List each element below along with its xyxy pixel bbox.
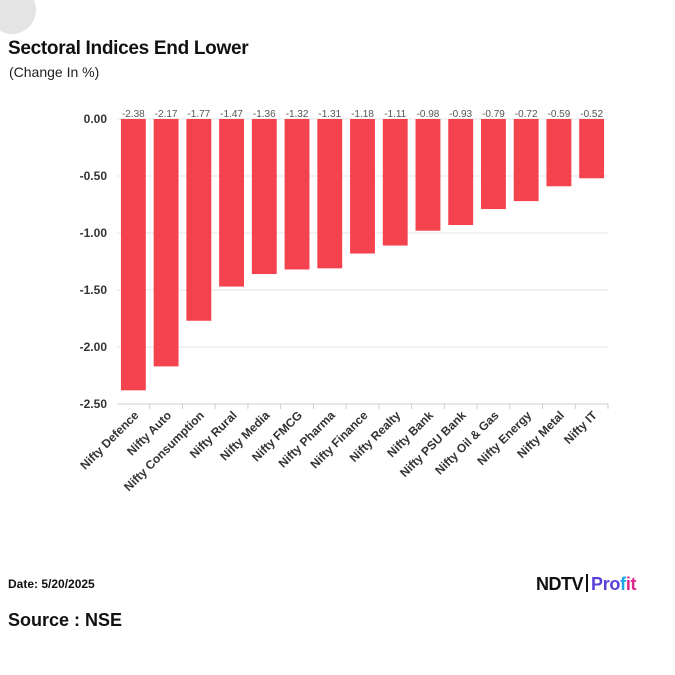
bar (317, 119, 343, 269)
bar (382, 119, 408, 246)
y-tick-label: -2.00 (80, 340, 108, 354)
brand-ndtv: NDTV (536, 574, 584, 594)
data-label: -0.79 (482, 109, 505, 120)
bar (448, 119, 474, 226)
y-tick-label: -1.00 (80, 226, 108, 240)
y-tick-label: -0.50 (80, 169, 108, 183)
data-label: -1.77 (187, 109, 210, 120)
bar (513, 119, 539, 202)
bar (186, 119, 212, 321)
bar-chart: 0.00 -0.50 -1.00 -1.50 -2.00 -2.50 -2.38 Nifty … (77, 109, 609, 494)
bar (579, 119, 605, 179)
brand-separator (586, 574, 588, 592)
chart-subtitle: (Change In %) (9, 64, 100, 80)
bar (219, 119, 245, 287)
y-tick-label: -2.50 (80, 397, 108, 411)
bar (480, 119, 506, 210)
x-tick-label: Nifty IT (561, 408, 600, 447)
ndtv-profit-logo: NDTV Profit (536, 574, 670, 600)
bar (415, 119, 441, 231)
data-label: -0.93 (449, 109, 472, 120)
bar (284, 119, 310, 270)
data-label: -1.36 (253, 109, 276, 120)
y-tick-label: -1.50 (80, 283, 108, 297)
data-label: -1.32 (286, 109, 309, 120)
source-label: Source : NSE (8, 610, 123, 630)
data-label: -1.47 (220, 109, 243, 120)
data-label: -1.11 (384, 109, 406, 120)
bar (546, 119, 572, 187)
data-label: -2.38 (122, 109, 145, 120)
data-label: -2.17 (155, 109, 178, 120)
bar (120, 119, 146, 391)
data-label: -1.31 (318, 109, 341, 120)
data-label: -0.59 (548, 109, 571, 120)
bar (251, 119, 277, 275)
chart-title: Sectoral Indices End Lower (8, 38, 249, 59)
data-label: -0.52 (580, 109, 603, 120)
brand-profit: Profit (591, 574, 637, 594)
date-label: Date: 5/20/2025 (8, 577, 95, 591)
y-tick-label: 0.00 (84, 112, 108, 126)
bar (153, 119, 179, 367)
bar (350, 119, 375, 254)
data-label: -1.18 (351, 109, 374, 120)
data-label: -0.98 (417, 109, 440, 120)
data-label: -0.72 (515, 109, 538, 120)
